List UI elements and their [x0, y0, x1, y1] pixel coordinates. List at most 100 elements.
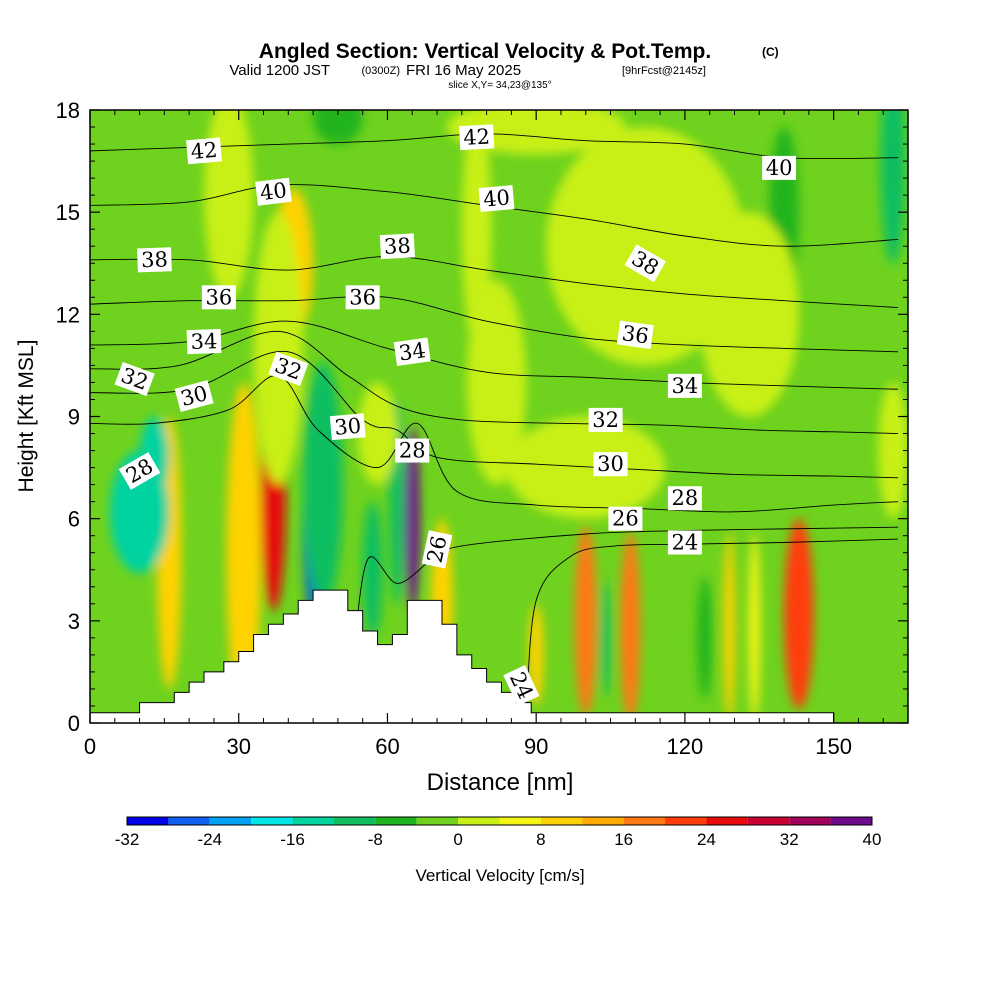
velocity-cell-29 [880, 110, 906, 264]
isentrope-label-9: 36 [345, 285, 380, 310]
x-tick-label-30: 30 [226, 734, 250, 759]
isentrope-24 [525, 538, 899, 713]
velocity-cell-1 [226, 382, 262, 723]
velocity-cell-11 [600, 579, 611, 696]
colorbar-swatch-6 [375, 817, 417, 825]
colorbar-tick-0: 0 [453, 830, 462, 849]
svg-text:36: 36 [349, 285, 376, 309]
subtitle-zulu: (0300Z) [361, 65, 400, 77]
y-tick-label-9: 9 [68, 405, 80, 430]
velocity-cell-9 [574, 525, 597, 717]
isentrope-label-12: 34 [393, 337, 431, 367]
velocity-cell-30 [313, 110, 363, 145]
colorbar-swatch-8 [458, 817, 500, 825]
svg-text:36: 36 [206, 285, 233, 309]
x-tick-label-150: 150 [815, 734, 852, 759]
isentrope-label-23: 26 [421, 530, 453, 569]
isentrope-30 [90, 350, 899, 479]
colorbar-tick-40: 40 [863, 830, 882, 849]
velocity-cell-24 [546, 127, 745, 366]
isentrope-26 [352, 526, 899, 662]
y-tick-label-3: 3 [68, 609, 80, 634]
isentrope-28 [90, 375, 899, 513]
colorbar-swatch-7 [416, 817, 459, 825]
y-tick-label-18: 18 [56, 98, 80, 123]
isentrope-label-5: 38 [137, 247, 172, 273]
svg-text:36: 36 [620, 321, 650, 348]
x-tick-label-0: 0 [84, 734, 96, 759]
colorbar-swatch-2 [209, 817, 252, 825]
colorbar-label: Vertical Velocity [cm/s] [415, 866, 584, 885]
colorbar-swatch-5 [333, 817, 376, 825]
svg-text:34: 34 [672, 374, 699, 398]
colorbar-tick-16: 16 [614, 830, 633, 849]
isentrope-label-24: 26 [608, 506, 643, 531]
colorbar-tick--32: -32 [115, 830, 140, 849]
isentrope-label-13: 34 [667, 373, 702, 398]
isentrope-label-22: 28 [667, 486, 702, 511]
colorbar-tick--24: -24 [197, 830, 222, 849]
svg-text:38: 38 [141, 247, 169, 272]
y-tick-label-6: 6 [68, 507, 80, 532]
x-axis-label: Distance [nm] [427, 769, 574, 796]
isentrope-label-11: 34 [186, 328, 222, 355]
y-axis-label: Height [Kft MSL] [15, 340, 38, 493]
y-tick-label-12: 12 [56, 302, 80, 327]
velocity-cell-23 [461, 110, 492, 349]
svg-text:42: 42 [190, 138, 219, 164]
colorbar-swatch-13 [665, 817, 707, 825]
velocity-cell-26 [699, 212, 799, 417]
svg-text:38: 38 [383, 234, 411, 259]
x-tick-label-120: 120 [667, 734, 704, 759]
colorbar-swatch-14 [706, 817, 748, 825]
isentrope-label-3: 40 [255, 177, 292, 206]
colorbar-swatch-4 [292, 817, 334, 825]
svg-text:40: 40 [482, 185, 511, 211]
svg-text:24: 24 [672, 531, 699, 555]
y-tick-label-15: 15 [56, 200, 80, 225]
svg-text:42: 42 [463, 125, 491, 150]
isentrope-label-18: 30 [329, 413, 366, 441]
colorbar-swatch-9 [499, 817, 541, 825]
velocity-cell-13 [723, 532, 736, 723]
svg-text:40: 40 [766, 156, 793, 180]
colorbar-swatch-1 [168, 817, 210, 825]
svg-text:26: 26 [423, 534, 452, 565]
x-tick-label-90: 90 [524, 734, 548, 759]
subtitle-lead: Valid 1200 JST [229, 62, 330, 79]
velocity-cell-27 [506, 416, 666, 519]
title-mark: (C) [762, 45, 779, 59]
svg-text:30: 30 [333, 414, 362, 440]
colorbar-tick-24: 24 [697, 830, 716, 849]
svg-text:40: 40 [259, 178, 288, 205]
colorbar-swatch-15 [747, 817, 790, 825]
isentrope-label-0: 42 [186, 137, 223, 165]
slice-info: slice X,Y= 34,23@135° [448, 80, 551, 91]
svg-text:34: 34 [397, 338, 427, 365]
subtitle-date: FRI 16 May 2025 [406, 62, 521, 79]
colorbar-swatch-3 [251, 817, 293, 825]
colorbar-swatch-11 [582, 817, 624, 825]
isentrope-label-8: 36 [201, 285, 236, 310]
svg-text:30: 30 [597, 452, 624, 476]
colorbar-tick--16: -16 [280, 830, 305, 849]
velocity-cell-10 [620, 532, 641, 723]
isentrope-label-2: 40 [762, 155, 797, 180]
svg-text:32: 32 [592, 408, 619, 432]
terrain-profile [90, 589, 908, 723]
isentrope-label-10: 36 [616, 320, 654, 350]
colorbar-swatch-17 [830, 817, 872, 825]
colorbar-tick-32: 32 [780, 830, 799, 849]
isentrope-32 [90, 330, 899, 434]
isentrope-label-25: 24 [667, 530, 702, 555]
y-tick-label-0: 0 [68, 711, 80, 736]
subtitle-fcst: [9hrFcst@2145z] [622, 65, 706, 77]
colorbar-swatch-10 [540, 817, 583, 825]
isentrope-34 [90, 320, 899, 390]
svg-text:26: 26 [612, 507, 639, 531]
isentrope-label-4: 40 [478, 185, 515, 212]
